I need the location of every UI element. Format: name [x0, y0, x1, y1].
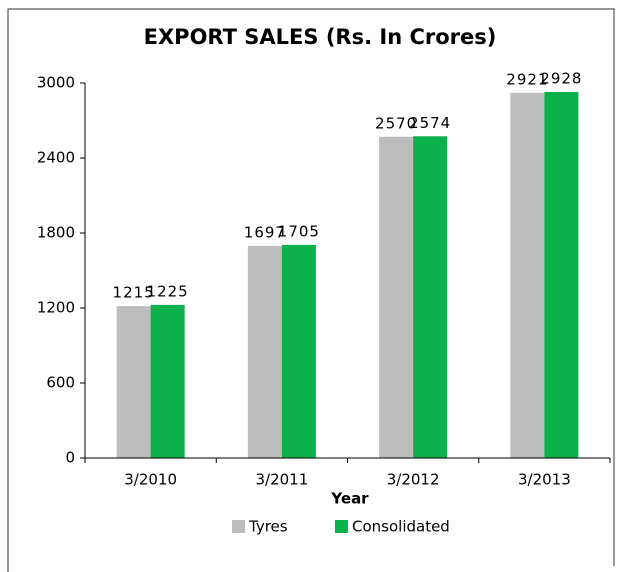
x-tick-label: 3/2011	[255, 471, 308, 489]
x-tick-label: 3/2010	[124, 471, 177, 489]
y-tick-label: 2400	[37, 149, 75, 167]
y-tick-label: 3000	[37, 74, 75, 92]
data-label: 2574	[409, 114, 451, 132]
frame	[7, 8, 615, 572]
bar	[150, 304, 185, 458]
y-tick-label: 1800	[37, 224, 75, 242]
y-tick-label: 600	[46, 374, 75, 392]
x-axis-label: Year	[330, 490, 369, 508]
bar	[510, 92, 545, 458]
legend-swatch	[232, 520, 245, 533]
data-label: 1215	[113, 284, 155, 302]
bar	[116, 306, 151, 458]
y-tick-label: 1200	[37, 299, 75, 317]
data-label: 1705	[278, 222, 320, 240]
bar	[281, 244, 316, 458]
legend-label: Tyres	[248, 518, 288, 536]
data-label: 1697	[244, 223, 286, 241]
legend-label: Consolidated	[352, 518, 450, 536]
bar	[544, 92, 579, 458]
x-tick-label: 3/2012	[387, 471, 440, 489]
data-label: 2570	[375, 114, 417, 132]
data-label: 1225	[147, 282, 189, 300]
bar	[413, 136, 448, 458]
data-label: 2928	[540, 70, 582, 88]
bar	[379, 136, 414, 458]
data-label: 2921	[506, 70, 548, 88]
bar	[247, 245, 282, 458]
legend-swatch	[335, 520, 348, 533]
chart-title: EXPORT SALES (Rs. In Crores)	[144, 25, 497, 49]
x-tick-label: 3/2013	[518, 471, 571, 489]
y-tick-label: 0	[65, 449, 75, 467]
